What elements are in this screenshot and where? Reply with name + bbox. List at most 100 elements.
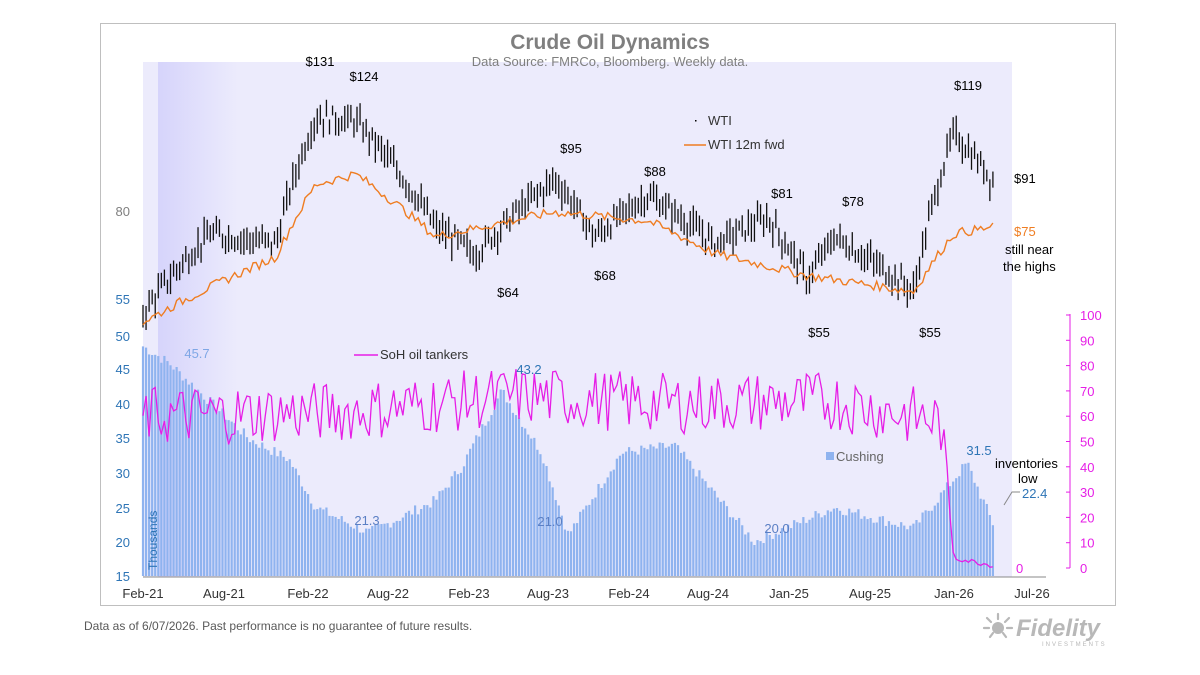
cushing-bar xyxy=(218,411,221,576)
cushing-bar xyxy=(631,450,634,576)
cushing-bar xyxy=(881,516,884,576)
footnote: Data as of 6/07/2026. Past performance i… xyxy=(84,619,473,633)
cushing-bar xyxy=(343,521,346,576)
cushing-bar xyxy=(417,514,420,576)
cushing-tick-label: 35 xyxy=(116,431,130,446)
cushing-bar xyxy=(248,442,252,576)
annotation-peak-78: $78 xyxy=(842,194,864,209)
cushing-bar xyxy=(398,520,401,576)
cushing-bar xyxy=(517,417,521,576)
cushing-bar xyxy=(912,523,915,576)
annotation-peak-119: $119 xyxy=(954,78,982,93)
annotation-peak-95: $95 xyxy=(560,141,582,156)
cushing-bar xyxy=(319,507,322,576)
cushing-bar xyxy=(572,523,576,576)
cushing-bar xyxy=(615,458,618,576)
annotation-still-near: still near xyxy=(1005,242,1054,257)
cushing-bar xyxy=(233,423,236,576)
cushing-bar xyxy=(264,448,267,576)
cushing-bar xyxy=(453,471,456,576)
annotation-low-55a: $55 xyxy=(808,325,830,340)
cushing-bar xyxy=(175,367,178,576)
cushing-bar xyxy=(909,525,912,576)
cushing-bar xyxy=(851,512,854,576)
x-tick-label: Jan-26 xyxy=(934,586,974,601)
cushing-bar xyxy=(661,443,664,576)
cushing-bar xyxy=(539,454,542,576)
cushing-bar xyxy=(548,481,551,576)
cushing-bar xyxy=(288,459,291,576)
cushing-bar xyxy=(444,487,447,576)
cushing-bar xyxy=(790,528,793,576)
cushing-bar xyxy=(667,446,670,576)
cushing-bar xyxy=(569,531,573,576)
cushing-bar xyxy=(936,502,939,576)
cushing-bar xyxy=(199,393,203,576)
annotation-peak-88: $88 xyxy=(644,164,666,179)
cushing-bar xyxy=(383,523,386,576)
annotation-soh-0: 0 xyxy=(1016,561,1023,576)
cushing-bar xyxy=(261,442,264,576)
cushing-bar xyxy=(181,380,184,576)
x-tick-label: Feb-22 xyxy=(287,586,328,601)
soh-tick-label: 40 xyxy=(1080,460,1094,475)
cushing-bar xyxy=(777,534,781,576)
cushing-bar xyxy=(331,516,334,576)
cushing-bar xyxy=(588,504,591,576)
annotation-last-91: $91 xyxy=(1014,171,1036,186)
cushing-bar xyxy=(903,525,906,576)
cushing-bar xyxy=(854,512,857,576)
cushing-bar xyxy=(637,454,640,576)
soh-tick-label: 70 xyxy=(1080,384,1094,399)
cushing-bar xyxy=(799,523,802,576)
cushing-bar xyxy=(582,509,585,576)
cushing-bar xyxy=(462,466,466,576)
annotation-cush-21-3: 21.3 xyxy=(354,513,379,528)
cushing-bar xyxy=(939,492,943,576)
cushing-bar xyxy=(964,463,967,576)
cushing-bar xyxy=(487,421,490,576)
cushing-bar xyxy=(230,421,233,576)
cushing-bar xyxy=(294,468,297,576)
cushing-bar xyxy=(930,510,933,576)
cushing-bar xyxy=(869,518,872,576)
cushing-bar xyxy=(747,532,750,576)
cushing-bar xyxy=(866,519,869,576)
cushing-bar xyxy=(499,389,502,576)
cushing-bar xyxy=(872,522,875,576)
cushing-bar xyxy=(835,508,839,576)
cushing-bar xyxy=(728,517,732,576)
soh-tick-label: 20 xyxy=(1080,510,1094,525)
cushing-bar xyxy=(652,446,655,576)
wti-legend-label: WTI xyxy=(708,113,732,128)
cushing-bar xyxy=(863,516,866,576)
cushing-bar xyxy=(297,475,301,576)
cushing-bar xyxy=(838,510,842,576)
cushing-bar xyxy=(594,497,597,576)
cushing-bar xyxy=(942,490,946,576)
cushing-bar xyxy=(774,533,777,576)
cushing-bar xyxy=(160,362,163,576)
cushing-bar xyxy=(713,490,716,576)
x-tick-label: Feb-24 xyxy=(608,586,649,601)
cushing-bar xyxy=(756,540,759,576)
cushing-bar xyxy=(209,397,212,576)
cushing-bar xyxy=(875,522,878,576)
cushing-bar xyxy=(624,451,628,576)
chart-title: Crude Oil Dynamics xyxy=(510,31,710,54)
cushing-bar xyxy=(557,505,560,576)
cushing-bar xyxy=(358,532,362,576)
cushing-bar xyxy=(786,524,790,576)
cushing-bar xyxy=(725,506,729,576)
cushing-bar xyxy=(658,442,661,576)
cushing-bar xyxy=(215,411,218,576)
cushing-bar xyxy=(325,507,328,576)
cushing-bar xyxy=(410,514,414,576)
cushing-bar xyxy=(258,447,261,576)
soh-tick-label: 30 xyxy=(1080,485,1094,500)
soh-tick-label: 0 xyxy=(1080,561,1087,576)
cushing-bar xyxy=(187,384,190,576)
annotation-low-64: $64 xyxy=(497,285,519,300)
cushing-bar xyxy=(426,505,429,576)
cushing-tick-label: 30 xyxy=(116,466,130,481)
